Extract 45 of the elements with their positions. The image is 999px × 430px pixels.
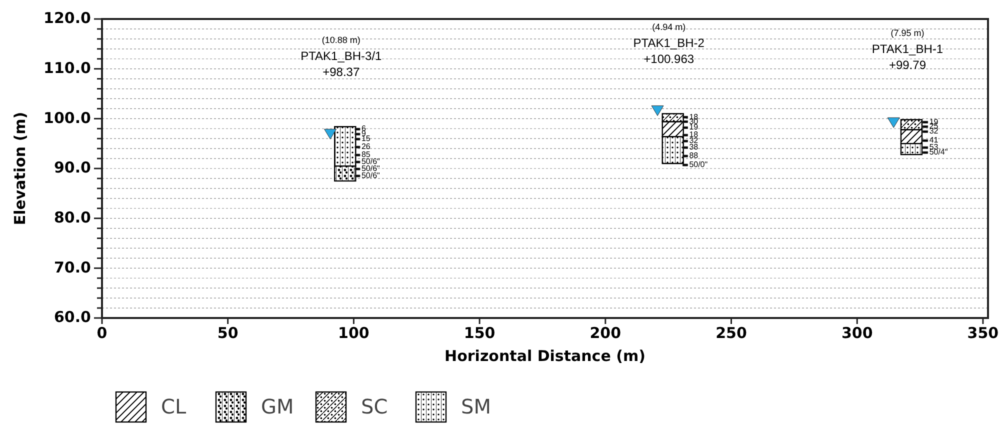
annotation: PTAK1_BH-3/1 xyxy=(300,48,382,63)
annotation: 50/4" xyxy=(929,148,948,157)
annotation: 26 xyxy=(361,142,371,152)
annotation: +99.79 xyxy=(888,58,926,72)
legend-label: CL xyxy=(161,394,187,418)
annotation: 50/6" xyxy=(361,157,380,166)
y-tick-label: 110.0 xyxy=(44,58,91,77)
annotation: 85 xyxy=(361,150,371,160)
x-tick-label: 150 xyxy=(464,324,496,342)
annotation: 50/6" xyxy=(361,164,380,174)
y-tick-label: 90.0 xyxy=(54,158,91,177)
annotation: (7.95 m) xyxy=(890,28,924,38)
annotation: 38 xyxy=(689,142,699,152)
legend-label: GM xyxy=(261,394,294,418)
annotation: +100.963 xyxy=(644,52,694,66)
x-tick-label: 50 xyxy=(217,324,238,342)
point xyxy=(651,105,664,116)
annotation: 50/0" xyxy=(689,160,708,170)
point xyxy=(324,128,337,140)
x-tick-label: 350 xyxy=(967,324,999,342)
x-tick-label: 100 xyxy=(338,324,370,342)
y-tick-label: 120.0 xyxy=(44,9,91,28)
y-tick-label: 60.0 xyxy=(54,308,91,326)
legend-label: SM xyxy=(461,394,491,418)
x-tick-label: 0 xyxy=(96,324,108,342)
legend-label: SC xyxy=(361,394,388,418)
y-tick-label: 100.0 xyxy=(44,108,91,127)
annotation: PTAK1_BH-2 xyxy=(633,36,705,50)
x-tick-label: 250 xyxy=(716,324,747,342)
annotation: (10.88 m) xyxy=(322,35,360,46)
annotation: 50/6" xyxy=(361,171,380,180)
annotation: 41 xyxy=(929,136,939,145)
annotation: (4.94 m) xyxy=(652,22,686,32)
annotation: 88 xyxy=(689,151,699,160)
annotation: PTAK1_BH-1 xyxy=(872,42,944,56)
annotation: +98.37 xyxy=(322,64,360,79)
annotation: 15 xyxy=(361,134,371,144)
y-axis-title: Elevation (m) xyxy=(11,112,29,226)
x-axis-title: Horizontal Distance (m) xyxy=(444,347,646,365)
y-tick-label: 70.0 xyxy=(54,258,91,276)
y-tick-label: 80.0 xyxy=(54,208,91,226)
annotation: 19 xyxy=(689,122,699,132)
x-tick-label: 300 xyxy=(841,324,873,342)
point xyxy=(887,117,900,128)
x-tick-label: 200 xyxy=(590,324,622,342)
